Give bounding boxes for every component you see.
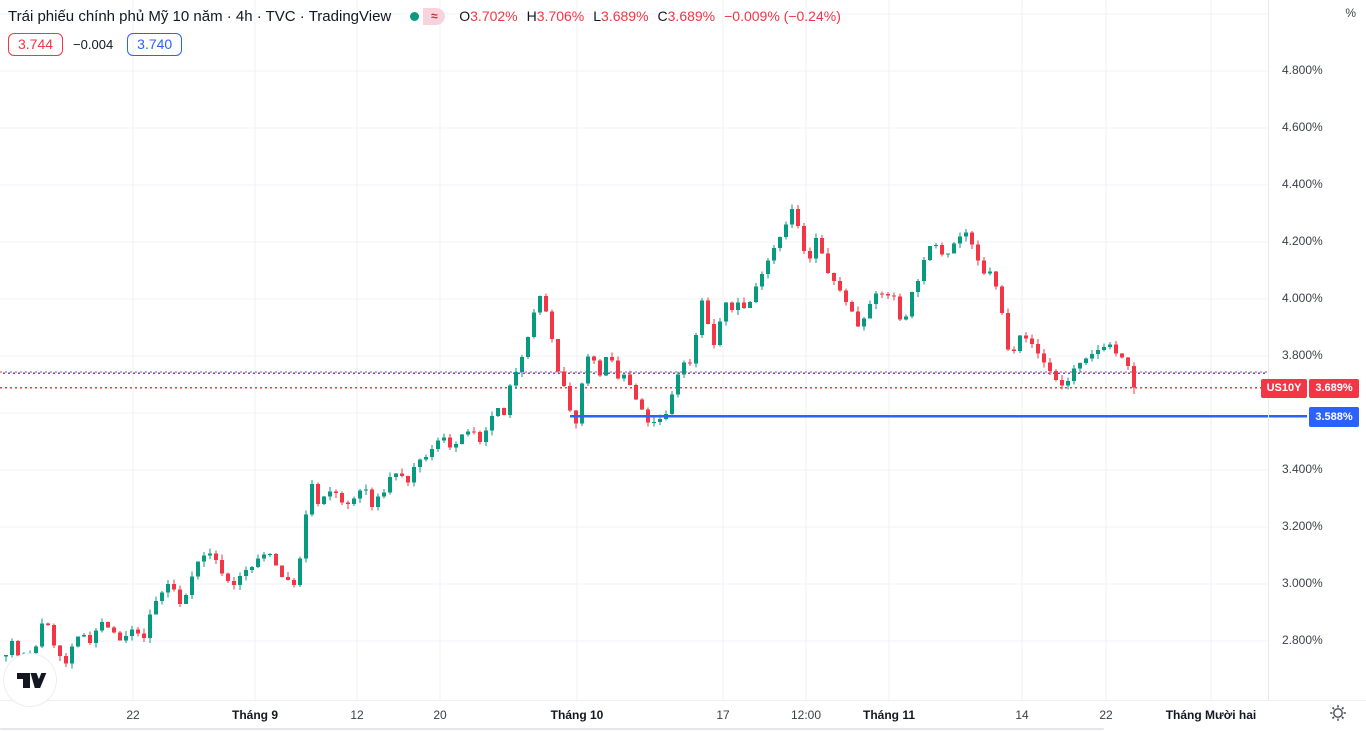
open-value: 3.702%	[470, 8, 518, 24]
price-axis-unit-toggle[interactable]: %	[1345, 6, 1356, 20]
time-axis-label: Tháng 10	[550, 708, 604, 722]
price-axis-label: 4.000%	[1282, 291, 1323, 305]
time-axis-label: 14	[1015, 708, 1029, 722]
price-axis[interactable]: % 4.800% 4.600% 4.400% 4.200% 4.000% 3.800% 3.…	[1268, 0, 1366, 700]
time-axis-label: 20	[433, 708, 447, 722]
price-axis-label: 4.600%	[1282, 120, 1323, 134]
open-label: O	[459, 8, 471, 24]
high-label: H	[526, 8, 537, 24]
tradingview-logo-icon	[17, 673, 47, 688]
time-axis-settings-gear-icon[interactable]	[1329, 704, 1347, 722]
price-axis-label: 4.200%	[1282, 234, 1323, 248]
close-value: 3.689%	[667, 8, 716, 24]
time-axis[interactable]: 22 Tháng 9 12 20 Tháng 10 17 12:00 Tháng 11 14 22…	[0, 700, 1366, 731]
tradingview-logo[interactable]	[4, 654, 56, 706]
delayed-data-icon: ≈	[423, 7, 446, 25]
ask-price-button[interactable]: 3.740	[127, 33, 183, 56]
time-axis-label: 17	[716, 708, 730, 722]
time-axis-label: 12:00	[790, 708, 822, 722]
symbol-title[interactable]: Trái phiếu chính phủ Mỹ 10 năm · 4h · TV…	[8, 7, 392, 25]
price-axis-border	[1268, 0, 1269, 700]
time-axis-label: Tháng 11	[862, 708, 916, 722]
time-axis-label: 22	[1099, 708, 1113, 722]
bid-price-button[interactable]: 3.744	[8, 33, 64, 56]
last-price-badge: 3.689%	[1309, 379, 1359, 398]
ohlc-values: O3.702% H3.706% L3.689% C3.689% −0.009% …	[459, 8, 841, 24]
price-axis-label: 3.800%	[1282, 348, 1323, 362]
price-axis-label: 3.400%	[1282, 462, 1323, 476]
market-status-pill[interactable]: ≈	[405, 7, 446, 25]
price-axis-label: 3.000%	[1282, 576, 1323, 590]
horizontal-scrollbar[interactable]	[0, 728, 1104, 730]
close-label: C	[657, 8, 668, 24]
price-axis-label: 4.400%	[1282, 177, 1323, 191]
low-label: L	[593, 8, 602, 24]
low-value: 3.689%	[601, 8, 649, 24]
price-axis-label: 4.800%	[1282, 63, 1323, 77]
horizontal-line-price-badge[interactable]: 3.588%	[1309, 407, 1359, 427]
price-axis-label: 3.200%	[1282, 519, 1323, 533]
time-axis-label: 12	[350, 708, 364, 722]
price-axis-label: 2.800%	[1282, 633, 1323, 647]
market-open-dot-icon	[409, 11, 419, 21]
symbol-price-label-badge: US10Y	[1261, 379, 1307, 398]
spread-change: −0.004	[73, 37, 114, 52]
time-axis-label: 22	[126, 708, 140, 722]
time-axis-label: Tháng Mười hai	[1165, 708, 1257, 722]
change-value: −0.009% (−0.24%)	[724, 8, 841, 24]
chart-legend: Trái phiếu chính phủ Mỹ 10 năm · 4h · TV…	[8, 5, 841, 56]
high-value: 3.706%	[536, 8, 585, 24]
time-axis-border	[0, 700, 1366, 701]
time-axis-label: Tháng 9	[231, 708, 279, 722]
